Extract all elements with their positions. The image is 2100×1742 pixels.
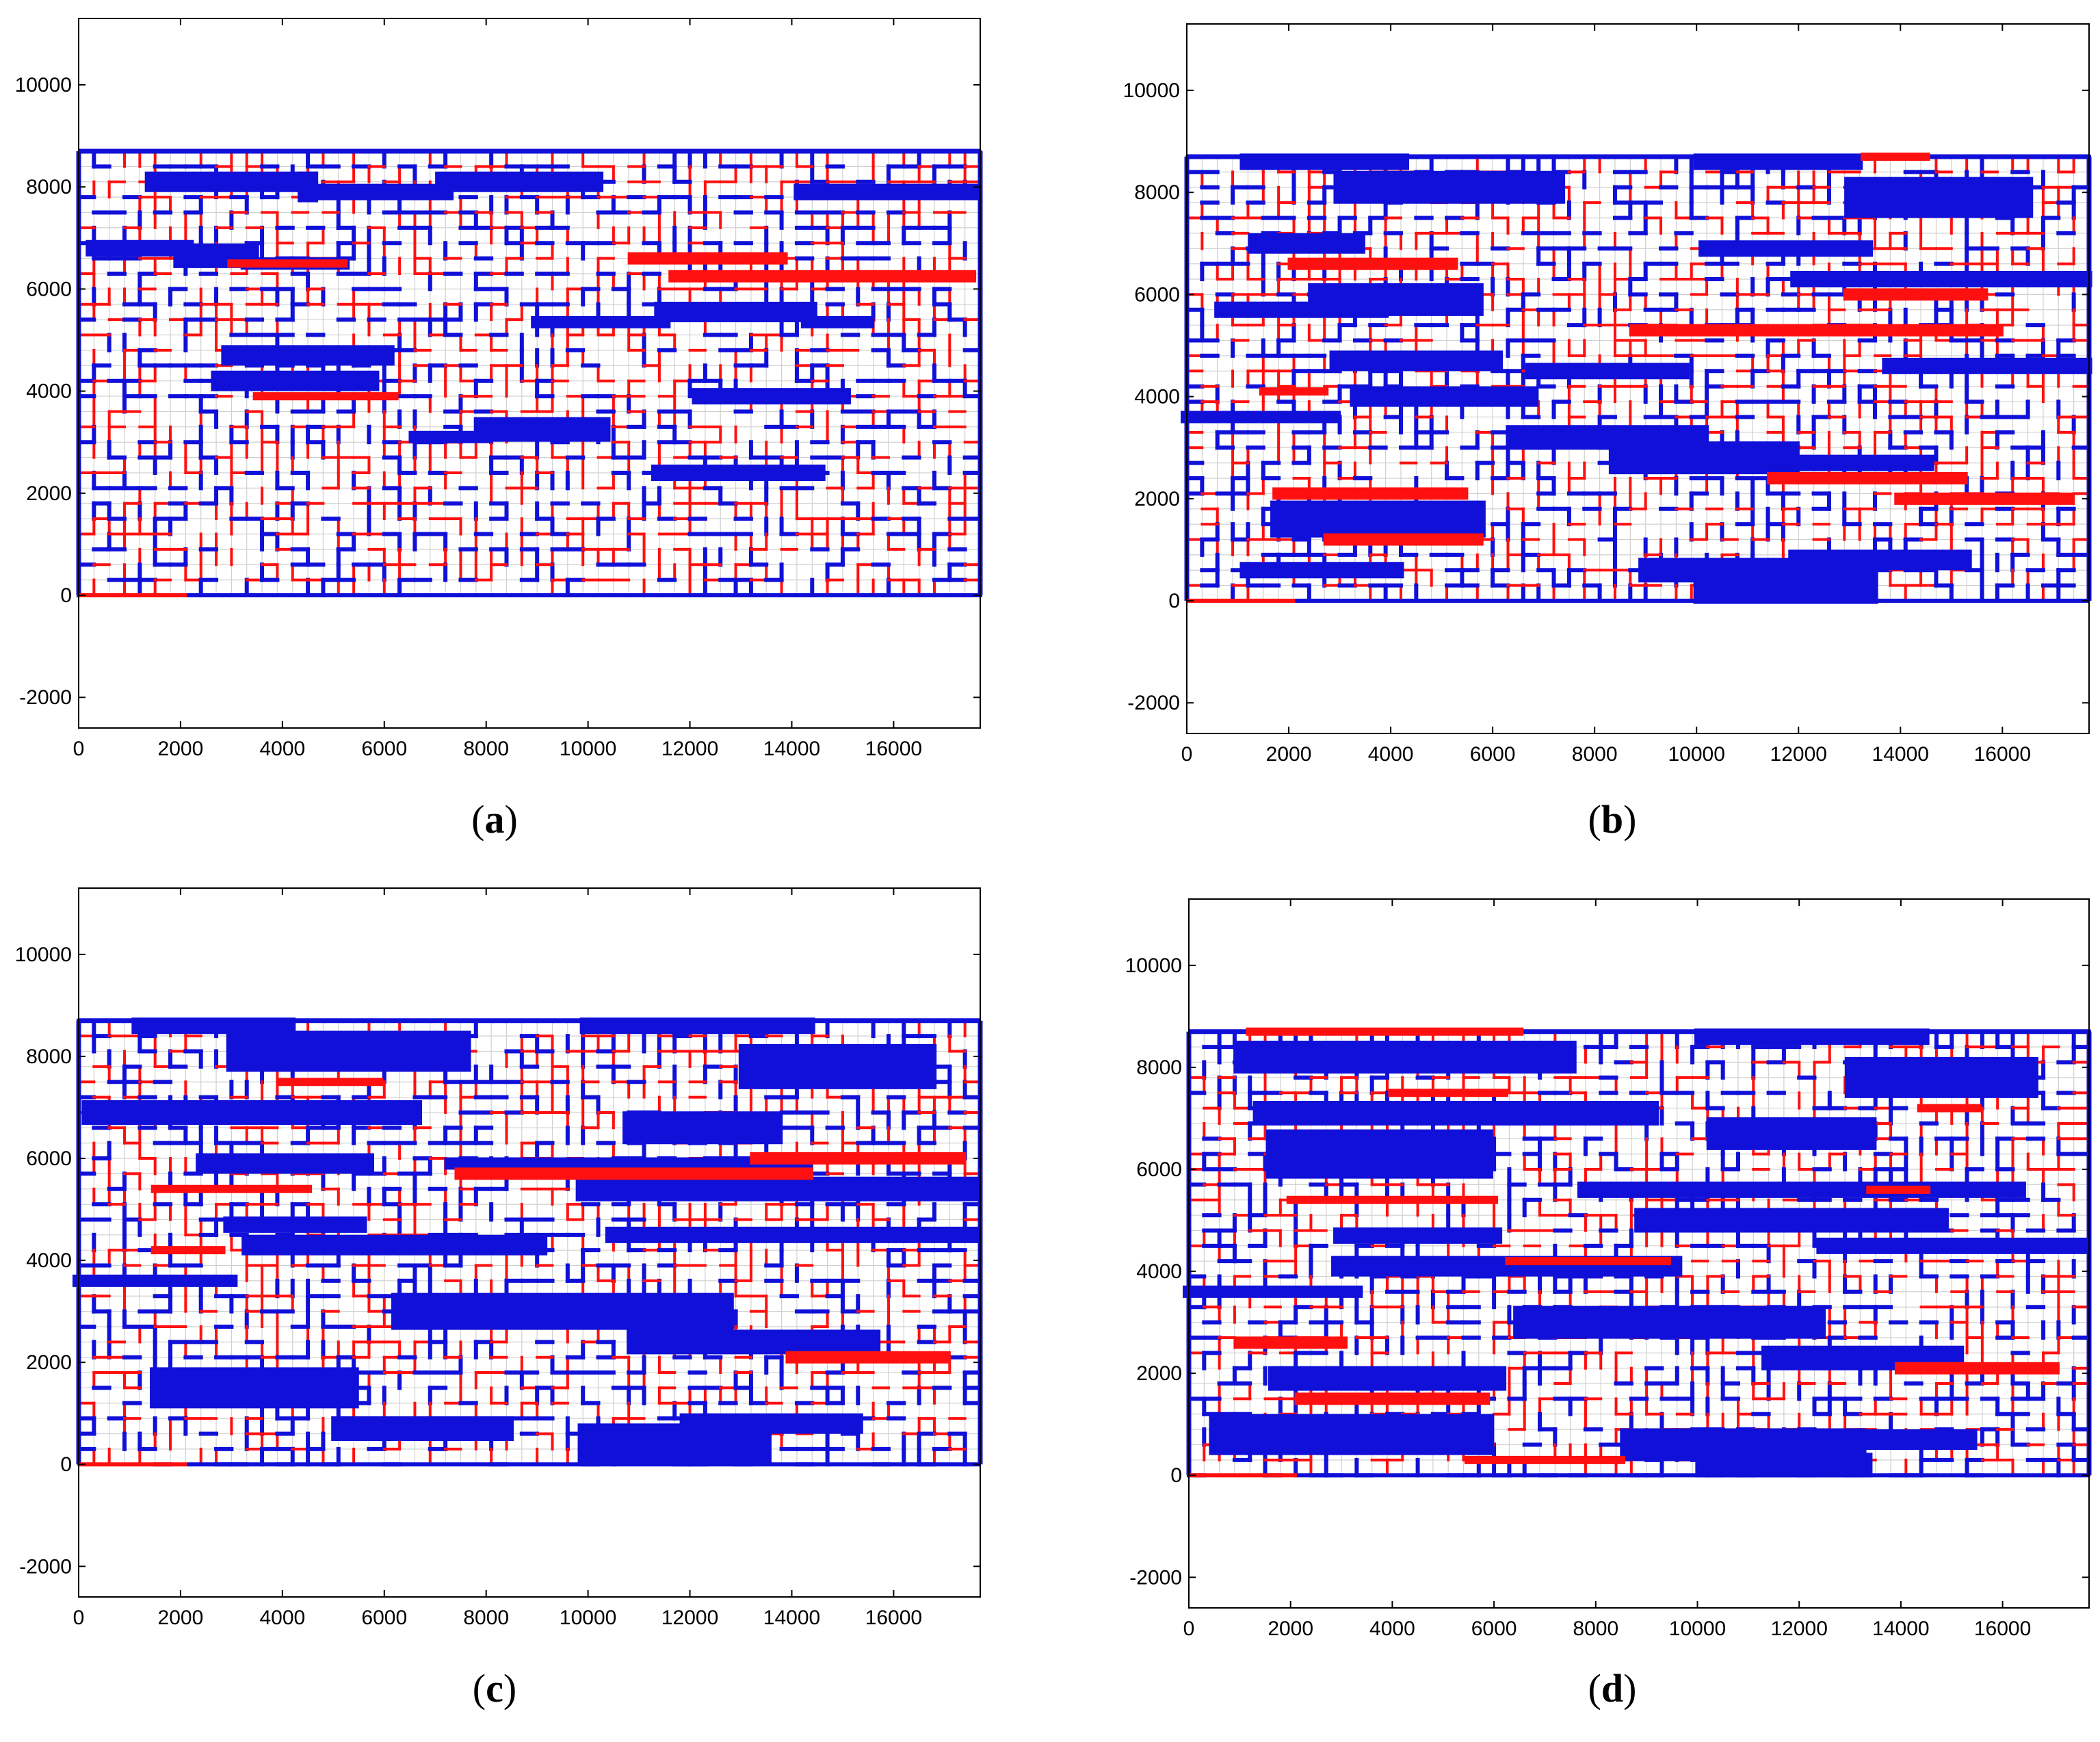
series-blue (1181, 153, 2092, 604)
x-tick-label: 14000 (763, 738, 820, 760)
y-tick-label: 0 (60, 584, 72, 607)
x-tick-label: 4000 (1368, 743, 1414, 766)
y-tick-label: 6000 (1134, 283, 1180, 306)
x-tick-label: 10000 (560, 738, 616, 760)
y-tick-label: 2000 (1134, 488, 1180, 510)
panel-caption: (a) (471, 797, 518, 842)
panel-b: 0 2000 4000 6000 8000 10000 12000 14000 16000 -20… (1123, 23, 2092, 842)
caption-open: ( (471, 797, 484, 842)
y-tick-label: 8000 (26, 176, 72, 198)
x-tick-label: 8000 (1572, 743, 1618, 766)
series-red (227, 252, 977, 401)
y-tick-label: 0 (1168, 590, 1180, 612)
x-tick-label: 0 (73, 738, 85, 760)
panel-c: 0 2000 4000 6000 8000 10000 12000 14000 16000-20… (15, 887, 983, 1711)
caption-letter: a (485, 797, 505, 842)
y-tick-label: 8000 (1134, 181, 1180, 204)
x-tick-label: 16000 (865, 738, 922, 760)
y-tick-label: 10000 (1123, 79, 1180, 102)
axes-frame (78, 18, 981, 729)
x-tick-label: 2000 (1266, 743, 1312, 766)
y-tick-label: 2000 (26, 482, 72, 505)
x-tick-label: 6000 (361, 738, 407, 760)
ticks (78, 18, 980, 728)
caption-letter: b (1601, 797, 1623, 842)
caption-open: ( (1588, 797, 1601, 842)
x-tick-label: 4000 (259, 738, 305, 760)
y-tick-label: -2000 (19, 686, 72, 709)
x-tick-label: 12000 (1770, 743, 1827, 766)
panel-caption: (b) (1588, 797, 1637, 842)
series-red (1259, 152, 2075, 546)
x-tick-label: 14000 (1872, 743, 1929, 766)
caption-close: ) (505, 797, 518, 842)
x-tick-label: 16000 (1974, 743, 2031, 766)
axes-frame (1186, 23, 2090, 734)
y-tick-label: 4000 (26, 380, 72, 403)
x-tick-label: 12000 (661, 738, 718, 760)
y-tick-label: -2000 (1127, 692, 1180, 714)
y-tick-label: 4000 (1134, 386, 1180, 408)
x-tick-label: 6000 (1470, 743, 1516, 766)
x-tick-label: 2000 (158, 738, 204, 760)
panel-a: 0 2000 4000 6000 8000 10000 12000 14000 16000 -20… (15, 18, 983, 842)
series-blue (86, 171, 979, 481)
x-tick-label: 10000 (1668, 743, 1724, 766)
caption-close: ) (1623, 797, 1636, 842)
y-tick-label: 6000 (26, 278, 72, 300)
ticks (1186, 24, 2089, 733)
x-tick-label: 0 (1181, 743, 1193, 766)
y-tick-label: 10000 (15, 74, 72, 96)
x-tick-label: 8000 (463, 738, 509, 760)
